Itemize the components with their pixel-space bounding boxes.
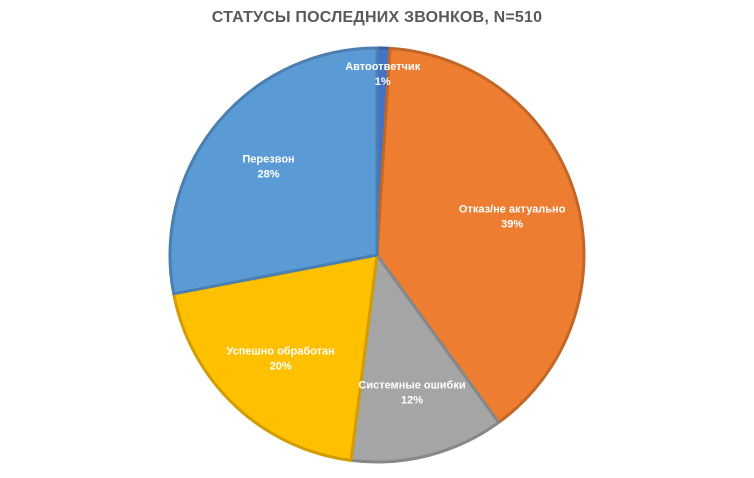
slice-category-label: Успешно обработан: [226, 346, 334, 358]
slice-percent-label: 1%: [375, 76, 391, 88]
pie-slices: [168, 46, 586, 464]
slice-label-1: Автоответчик 1%: [345, 61, 420, 88]
slice-category-label: Автоответчик: [345, 61, 420, 73]
slice-category-label: Системные ошибки: [358, 379, 465, 391]
pie-slice-2: [375, 46, 586, 424]
slice-percent-label: 28%: [258, 168, 280, 180]
slice-percent-label: 12%: [401, 394, 423, 406]
slice-label-3: Системные ошибки 12%: [358, 379, 465, 406]
pie-labels: Автоответчик 1% Отказ/не актуально 39% Систе…: [226, 61, 565, 406]
chart-title: СТАТУСЫ ПОСЛЕДНИХ ЗВОНКОВ, N=510: [211, 9, 543, 26]
slice-label-5: Перезвон 28%: [242, 153, 294, 180]
pie-slice-5: [168, 46, 379, 296]
pie-slice-3: [349, 253, 501, 464]
slice-label-2: Отказ/не актуально 39%: [459, 204, 566, 231]
slice-category-label: Перезвон: [242, 153, 294, 165]
slice-percent-label: 20%: [270, 361, 292, 373]
slice-label-4: Успешно обработан 20%: [226, 346, 334, 373]
slice-percent-label: 39%: [501, 219, 523, 231]
pie-slice-4: [172, 253, 379, 462]
slice-category-label: Отказ/не актуально: [459, 204, 566, 216]
